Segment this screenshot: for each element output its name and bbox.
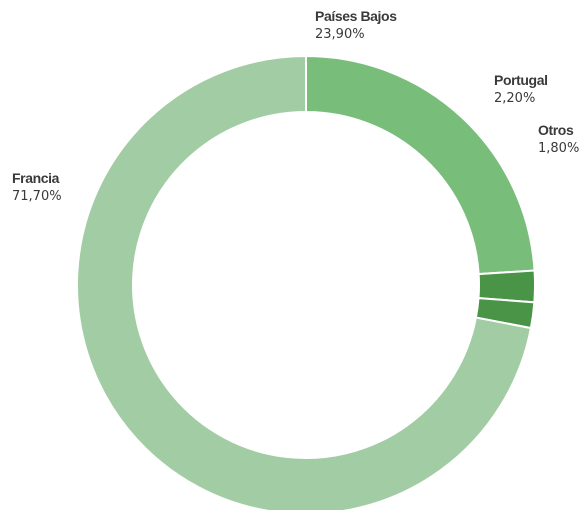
slice-portugal (477, 269, 536, 304)
label-value-francia: 71,70% (12, 189, 62, 205)
label-value-paises-bajos: 23,90% (315, 27, 365, 43)
label-francia: Francia 71,70% (12, 170, 62, 205)
label-value-otros: 1,80% (538, 141, 580, 157)
label-otros: Otros 1,80% (538, 122, 579, 157)
label-paises-bajos: Países Bajos 23,90% (315, 8, 397, 43)
slice-francia (76, 54, 533, 510)
label-portugal: Portugal 2,20% (494, 72, 548, 107)
label-value-portugal: 2,20% (494, 91, 536, 107)
label-name-francia: Francia (12, 170, 59, 186)
label-name-portugal: Portugal (494, 72, 548, 88)
label-name-otros: Otros (538, 122, 574, 138)
label-name-paises-bajos: Países Bajos (315, 8, 397, 24)
